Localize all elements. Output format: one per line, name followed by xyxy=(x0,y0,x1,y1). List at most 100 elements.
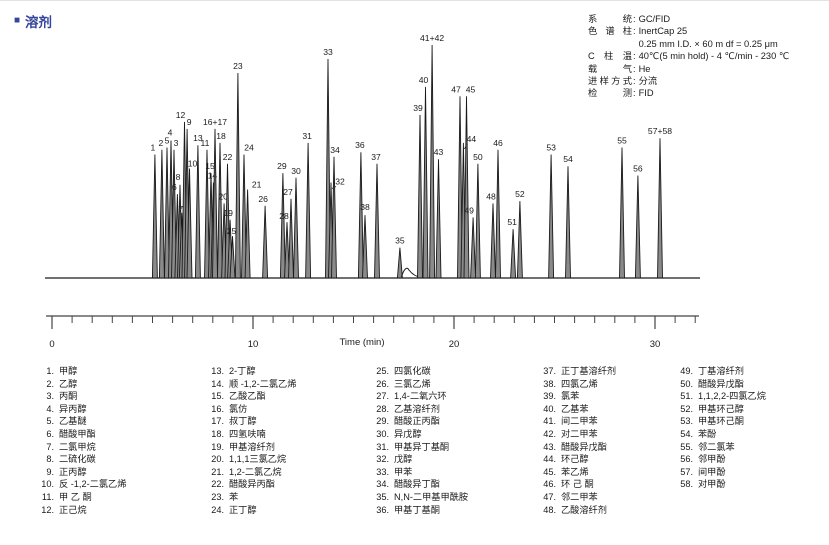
legend-item-41: 41. 间二甲苯 xyxy=(538,415,616,428)
legend-item-51: 51. 1,1,2,2-四氯乙烷 xyxy=(675,390,766,403)
page-title: ■ 溶剂 xyxy=(14,11,52,31)
legend-item-number: 20. xyxy=(211,454,224,465)
condition-label: 色谱柱 xyxy=(588,26,632,37)
legend-item-number: 4. xyxy=(46,403,54,414)
legend-item-number: 27. xyxy=(376,391,389,402)
peak-label-38: 38 xyxy=(360,202,370,212)
legend-item-name: 甲基丁基酮 xyxy=(394,504,440,515)
legend-item-number: 42. xyxy=(543,428,556,439)
legend-item-name: 1,1,1三氯乙烷 xyxy=(229,454,287,465)
legend-item-45: 45. 苯乙烯 xyxy=(538,466,616,479)
legend-item-name: 甲醇 xyxy=(59,366,78,376)
legend-item-name: 四氯化碳 xyxy=(394,366,431,376)
legend-item-name: 醋酸异丙酯 xyxy=(229,479,275,490)
peak-37 xyxy=(374,163,380,279)
peak-54 xyxy=(565,166,571,279)
legend-item-20: 20. 1,1,1三氯乙烷 xyxy=(206,453,296,466)
legend-item-38: 38. 四氯乙烯 xyxy=(538,378,616,391)
legend-item-number: 15. xyxy=(211,391,224,402)
legend-item-number: 51. xyxy=(680,391,693,402)
peak-label-44: 44 xyxy=(467,134,477,144)
peak-label-8: 8 xyxy=(176,172,181,182)
legend-item-name: 1,2-二氯乙烷 xyxy=(229,466,282,477)
legend-item-16: 16. 氯仿 xyxy=(206,403,296,416)
peak-31 xyxy=(305,142,312,279)
legend-item-name: 乙醇 xyxy=(59,378,78,389)
legend-item-number: 57. xyxy=(680,466,693,477)
legend-item-name: 醋酸异戊酯 xyxy=(698,378,744,389)
legend-item-6: 6. 醋酸甲酯 xyxy=(36,428,126,441)
legend-item-number: 49. xyxy=(680,366,693,376)
legend-item-21: 21. 1,2-二氯乙烷 xyxy=(206,466,296,479)
legend-item-9: 9. 正丙醇 xyxy=(36,466,126,479)
legend-item-number: 35. xyxy=(376,491,389,502)
peak-1 xyxy=(151,154,158,279)
peak-34 xyxy=(331,156,337,279)
legend-item-57: 57. 间甲酚 xyxy=(675,466,766,479)
legend-item-name: 正丙醇 xyxy=(59,466,87,477)
peak-label-31: 31 xyxy=(302,131,312,141)
legend-item-name: 对二甲苯 xyxy=(561,428,598,439)
peak-label-7: 7 xyxy=(178,204,183,214)
legend-item-47: 47. 邻二甲苯 xyxy=(538,491,616,504)
legend-item-number: 56. xyxy=(680,454,693,465)
legend-item-8: 8. 二硫化碳 xyxy=(36,453,126,466)
axis-tick-label-10: 10 xyxy=(248,339,259,350)
condition-value: InertCap 25 xyxy=(638,26,688,37)
legend-item-number: 40. xyxy=(543,403,556,414)
legend-item-48: 48. 乙酸溶纤剂 xyxy=(538,504,616,517)
peak-label-36: 36 xyxy=(355,140,365,150)
legend-item-name: 戊醇 xyxy=(394,454,413,465)
legend-item-56: 56. 邻甲酚 xyxy=(675,453,766,466)
legend-column-1: 1. 甲醇 2. 乙醇 3. 丙酮 4. 异丙醇 5. 乙基醚 6. 醋酸甲酯 7. 二氯甲烷 8. 二硫化碳… xyxy=(36,365,126,516)
legend-item-name: 四氢呋喃 xyxy=(229,428,266,439)
peak-label-6: 6 xyxy=(172,182,177,192)
condition-label: 检测 xyxy=(588,88,632,99)
legend-item-22: 22. 醋酸异丙酯 xyxy=(206,478,296,491)
peak-label-9: 9 xyxy=(187,117,192,127)
legend-item-name: 氯苯 xyxy=(561,391,580,402)
peak-33 xyxy=(325,58,331,279)
legend-item-number: 37. xyxy=(543,366,556,376)
legend-item-number: 21. xyxy=(211,466,224,477)
legend-item-number: 53. xyxy=(680,416,693,427)
legend-item-37: 37. 正丁基溶纤剂 xyxy=(538,365,616,378)
peak-label-19: 19 xyxy=(223,208,233,218)
legend-item-number: 29. xyxy=(376,416,389,427)
peak-3 xyxy=(171,149,177,279)
legend-item-name: 二氯甲烷 xyxy=(59,441,96,452)
legend-item-5: 5. 乙基醚 xyxy=(36,415,126,428)
peak-label-12: 12 xyxy=(176,110,186,120)
peak-label-2: 2 xyxy=(159,138,164,148)
peak-label-47: 47 xyxy=(451,84,461,94)
peak-48 xyxy=(490,203,496,279)
legend-item-number: 52. xyxy=(680,403,693,414)
legend-item-name: 正己烷 xyxy=(59,504,87,515)
legend-item-number: 23. xyxy=(211,491,224,502)
peak-label-51: 51 xyxy=(507,217,517,227)
legend-item-39: 39. 氯苯 xyxy=(538,390,616,403)
legend-item-43: 43. 醋酸异戊酯 xyxy=(538,441,616,454)
legend-item-number: 38. xyxy=(543,378,556,389)
legend-item-name: 环己醇 xyxy=(561,454,589,465)
peak-label-25: 25 xyxy=(227,226,237,236)
peak-35 xyxy=(396,247,403,279)
peak-label-34: 34 xyxy=(330,145,340,155)
legend-item-13: 13. 2-丁醇 xyxy=(206,365,296,378)
legend-item-name: 间甲酚 xyxy=(698,466,726,477)
legend-item-name: 邻二甲苯 xyxy=(561,491,598,502)
condition-label: 进样方式 xyxy=(588,76,632,87)
legend-item-18: 18. 四氢呋喃 xyxy=(206,428,296,441)
peak-23 xyxy=(234,72,241,279)
legend-item-2: 2. 乙醇 xyxy=(36,378,126,391)
peak-label-48: 48 xyxy=(486,191,496,201)
legend-item-number: 48. xyxy=(543,504,556,515)
condition-row-3: C柱温:40℃(5 min hold) - 4 ℃/min - 230 ℃ xyxy=(588,50,789,62)
legend-item-30: 30. 异戊醇 xyxy=(371,428,468,441)
legend-item-26: 26. 三氯乙烯 xyxy=(371,378,468,391)
legend-item-name: 正丁基溶纤剂 xyxy=(561,366,617,376)
peak-label-11: 11 xyxy=(201,138,210,148)
legend-item-name: 苯酚 xyxy=(698,428,717,439)
legend-item-name: 乙基苯 xyxy=(561,403,589,414)
